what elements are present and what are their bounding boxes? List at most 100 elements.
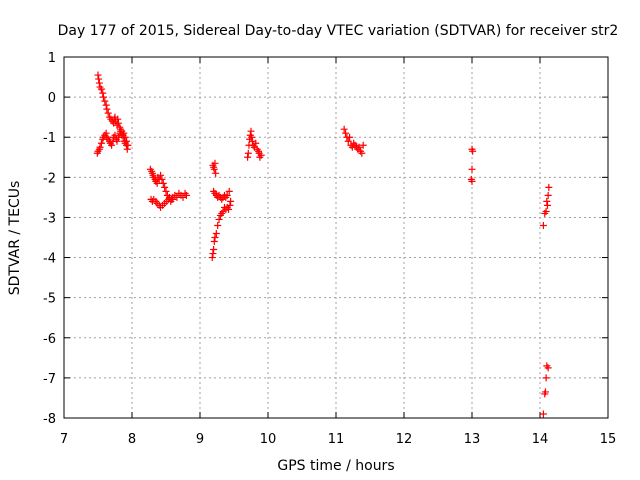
data-point [227, 197, 235, 205]
data-point [157, 171, 165, 179]
data-point [123, 137, 131, 145]
data-point [161, 183, 169, 191]
x-tick-label: 7 [60, 432, 68, 447]
x-tick-label: 15 [600, 432, 617, 447]
data-point [340, 125, 348, 133]
data-point [257, 151, 265, 159]
data-point [99, 93, 107, 101]
data-point [162, 187, 170, 195]
data-point [123, 145, 131, 153]
data-point [244, 153, 252, 161]
data-point [542, 374, 550, 382]
data-point [346, 133, 354, 141]
data-point [358, 149, 366, 157]
data-points [93, 71, 553, 418]
data-point [225, 205, 233, 213]
axis-ticks [63, 56, 609, 419]
x-axis-label: GPS time / hours [277, 458, 394, 474]
data-point [120, 129, 128, 137]
data-point [102, 129, 110, 137]
data-point [208, 254, 216, 262]
x-tick-label: 8 [128, 432, 136, 447]
data-point [99, 89, 107, 97]
data-point [359, 141, 367, 149]
x-tick-label: 11 [328, 432, 345, 447]
data-point [182, 191, 190, 199]
y-tick-label: 0 [48, 91, 56, 106]
y-tick-label: -1 [43, 131, 56, 146]
data-point [104, 109, 112, 117]
data-point [545, 183, 553, 191]
data-point [102, 101, 110, 109]
y-tick-label: -2 [43, 171, 56, 186]
data-point [212, 229, 220, 237]
data-point [355, 143, 363, 151]
y-tick-label: 1 [48, 51, 56, 66]
data-point [95, 79, 103, 87]
y-axis-label: SDTVAR / TECUs [7, 181, 23, 296]
data-point [214, 221, 222, 229]
data-point [96, 143, 104, 151]
chart-title: Day 177 of 2015, Sidereal Day-to-day VTE… [58, 23, 619, 39]
data-point [158, 175, 166, 183]
y-tick-label: -8 [43, 412, 56, 427]
data-point [342, 129, 350, 137]
y-tick-label: -7 [43, 372, 56, 387]
data-point [225, 187, 233, 195]
data-point [95, 75, 103, 83]
data-point [543, 201, 551, 209]
data-point [215, 215, 223, 223]
y-tick-label: -6 [43, 332, 56, 347]
y-tick-label: -4 [43, 252, 56, 267]
grid-lines [64, 57, 608, 418]
data-point [210, 238, 218, 246]
data-point [539, 221, 547, 229]
data-point [113, 137, 121, 145]
data-point [169, 195, 177, 203]
data-point [210, 246, 218, 254]
x-tick-label: 9 [196, 432, 204, 447]
data-point [114, 115, 122, 123]
data-point [103, 105, 111, 113]
x-axis-tick-labels: 7 8 9 10 11 12 13 14 15 [60, 432, 616, 447]
data-point [114, 133, 122, 141]
data-point [101, 97, 109, 105]
data-point [159, 179, 167, 187]
data-point [544, 364, 552, 372]
data-point [226, 201, 234, 209]
data-point [211, 234, 219, 241]
data-point [153, 179, 161, 187]
x-tick-label: 10 [260, 432, 277, 447]
data-point [252, 139, 260, 147]
data-point [173, 193, 181, 201]
data-point [211, 159, 219, 167]
data-point [468, 177, 476, 185]
data-point [544, 191, 552, 199]
x-tick-label: 14 [532, 432, 549, 447]
data-point [541, 388, 549, 396]
data-point [468, 165, 476, 173]
y-tick-label: -5 [43, 292, 56, 307]
data-point [247, 127, 255, 135]
data-point [94, 71, 102, 79]
x-tick-label: 12 [396, 432, 413, 447]
data-point [248, 133, 256, 141]
data-point [223, 191, 231, 199]
data-point [209, 250, 217, 258]
data-point [344, 137, 352, 145]
data-point [212, 169, 220, 177]
data-point [543, 197, 551, 205]
data-point [97, 139, 105, 147]
data-point [469, 147, 477, 155]
data-point [542, 207, 550, 215]
data-point [244, 149, 252, 157]
data-point [210, 165, 218, 173]
data-point [97, 85, 105, 93]
data-point [114, 119, 122, 127]
y-axis-tick-labels: 1 0 -1 -2 -3 -4 -5 -6 -7 -8 [43, 51, 56, 427]
data-point [124, 141, 132, 149]
x-tick-label: 13 [464, 432, 481, 447]
data-point [539, 410, 547, 418]
data-point [121, 133, 129, 141]
